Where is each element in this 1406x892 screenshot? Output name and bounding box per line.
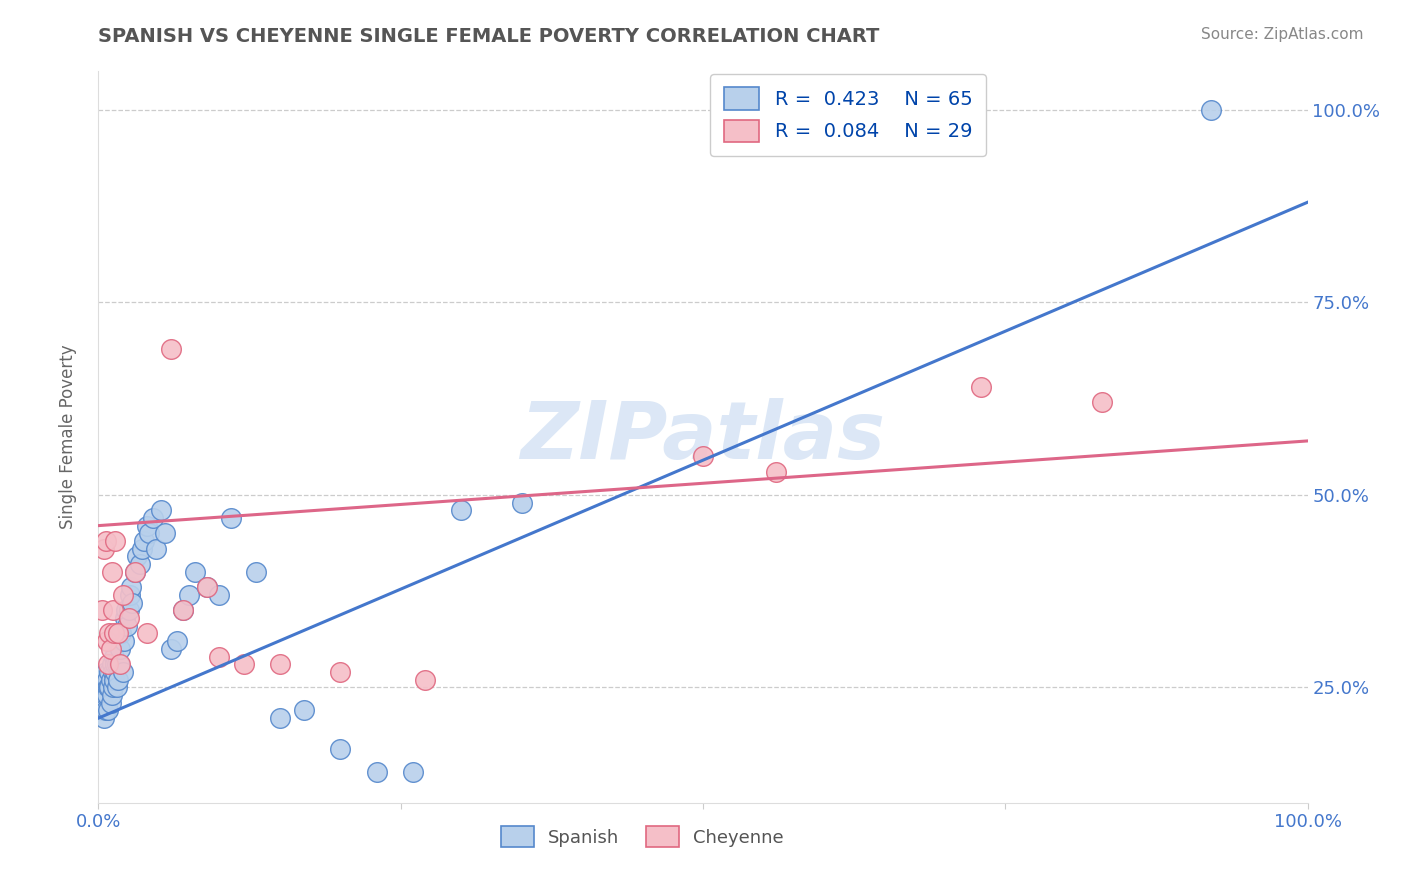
Point [269,711,291,725]
Point [195,580,218,594]
Point [160,641,183,656]
Point [97,703,120,717]
Point [413,673,436,687]
Point [104,665,127,679]
Point [510,495,533,509]
Point [97,681,120,695]
Point [195,580,218,594]
Text: Source: ZipAtlas.com: Source: ZipAtlas.com [1201,27,1364,42]
Point [98,626,121,640]
Point [179,588,201,602]
Point [118,603,141,617]
Point [103,649,125,664]
Point [104,657,127,672]
Point [100,673,122,687]
Point [221,511,243,525]
Point [160,342,183,356]
Point [128,557,150,571]
Point [112,634,135,648]
Point [1091,395,1114,409]
Legend: Spanish, Cheyenne: Spanish, Cheyenne [488,814,797,860]
Point [101,681,124,695]
Point [100,641,122,656]
Point [120,580,142,594]
Point [692,450,714,464]
Point [329,742,352,756]
Point [166,634,188,648]
Point [208,649,231,664]
Point [115,603,138,617]
Point [970,380,993,394]
Point [153,526,176,541]
Point [94,665,117,679]
Point [110,626,132,640]
Point [118,611,141,625]
Point [142,511,165,525]
Point [450,503,472,517]
Point [135,518,157,533]
Point [96,634,118,648]
Point [94,534,117,549]
Point [98,681,121,695]
Point [765,465,787,479]
Point [91,696,114,710]
Point [329,665,352,679]
Point [208,588,231,602]
Text: SPANISH VS CHEYENNE SINGLE FEMALE POVERTY CORRELATION CHART: SPANISH VS CHEYENNE SINGLE FEMALE POVERT… [98,27,880,45]
Point [172,603,194,617]
Point [108,657,131,672]
Point [108,641,131,656]
Point [97,657,120,672]
Point [98,665,121,679]
Point [124,565,146,579]
Point [93,711,115,725]
Point [172,603,194,617]
Point [96,673,118,687]
Point [1199,103,1222,117]
Point [104,534,127,549]
Point [96,688,118,702]
Point [145,541,167,556]
Point [402,764,425,779]
Point [90,673,112,687]
Point [134,534,156,549]
Point [269,657,291,672]
Point [184,565,207,579]
Point [114,611,136,625]
Point [135,626,157,640]
Point [100,657,122,672]
Point [245,565,267,579]
Point [117,618,139,632]
Point [138,526,160,541]
Point [105,657,128,672]
Point [93,541,115,556]
Point [100,565,122,579]
Point [127,549,149,564]
Point [100,696,122,710]
Point [118,588,141,602]
Y-axis label: Single Female Poverty: Single Female Poverty [59,345,77,529]
Text: ZIPatlas: ZIPatlas [520,398,886,476]
Point [91,603,114,617]
Point [366,764,388,779]
Point [111,588,134,602]
Point [111,665,134,679]
Point [101,665,124,679]
Point [107,626,129,640]
Point [103,626,125,640]
Point [232,657,254,672]
Point [108,657,131,672]
Point [105,681,128,695]
Point [107,673,129,687]
Point [101,603,124,617]
Point [94,703,117,717]
Point [131,541,153,556]
Point [103,673,125,687]
Point [100,688,122,702]
Point [124,565,146,579]
Point [121,596,143,610]
Point [292,703,315,717]
Point [150,503,173,517]
Point [91,703,114,717]
